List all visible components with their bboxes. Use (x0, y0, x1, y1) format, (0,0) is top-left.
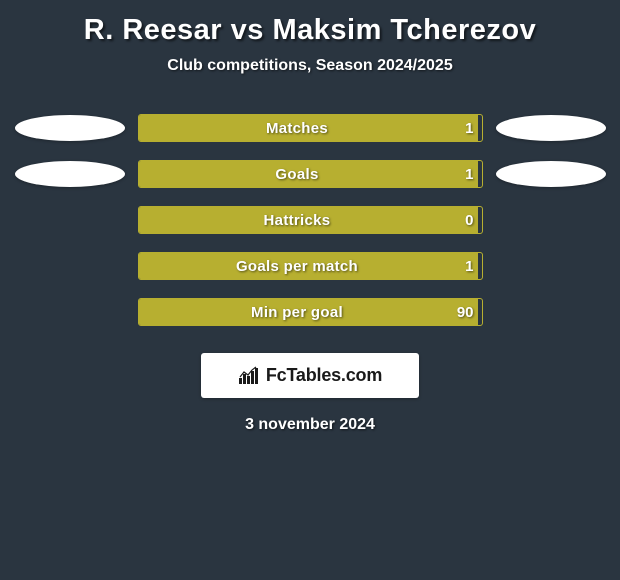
comparison-card: R. Reesar vs Maksim Tcherezov Club compe… (0, 0, 620, 434)
stat-bar-fill (139, 161, 479, 187)
player-right-marker (496, 115, 606, 141)
stat-bar: Matches1 (138, 114, 483, 142)
stat-bar-fill (139, 115, 479, 141)
brand-badge[interactable]: FcTables.com (201, 353, 419, 398)
stat-bar: Goals1 (138, 160, 483, 188)
stat-row: Min per goal90 (0, 289, 620, 335)
left-ellipse-slot (10, 115, 130, 141)
stat-row: Matches1 (0, 105, 620, 151)
player-right-marker (496, 161, 606, 187)
right-ellipse-slot (491, 161, 611, 187)
stat-row: Goals1 (0, 151, 620, 197)
page-subtitle: Club competitions, Season 2024/2025 (0, 57, 620, 105)
right-ellipse-slot (491, 115, 611, 141)
stat-bar-fill (139, 253, 479, 279)
stat-bar-fill (139, 299, 479, 325)
stat-bar: Hattricks0 (138, 206, 483, 234)
page-title: R. Reesar vs Maksim Tcherezov (0, 8, 620, 57)
stat-bar: Min per goal90 (138, 298, 483, 326)
stat-bar: Goals per match1 (138, 252, 483, 280)
footer-date: 3 november 2024 (0, 416, 620, 434)
stat-bar-fill (139, 207, 479, 233)
player-left-marker (15, 161, 125, 187)
player-left-marker (15, 115, 125, 141)
stat-row: Hattricks0 (0, 197, 620, 243)
stats-list: Matches1 Goals1 Hattricks0 Goals per match1… (0, 105, 620, 335)
brand-text: FcTables.com (266, 365, 382, 386)
bar-chart-icon (238, 366, 260, 386)
left-ellipse-slot (10, 161, 130, 187)
stat-row: Goals per match1 (0, 243, 620, 289)
